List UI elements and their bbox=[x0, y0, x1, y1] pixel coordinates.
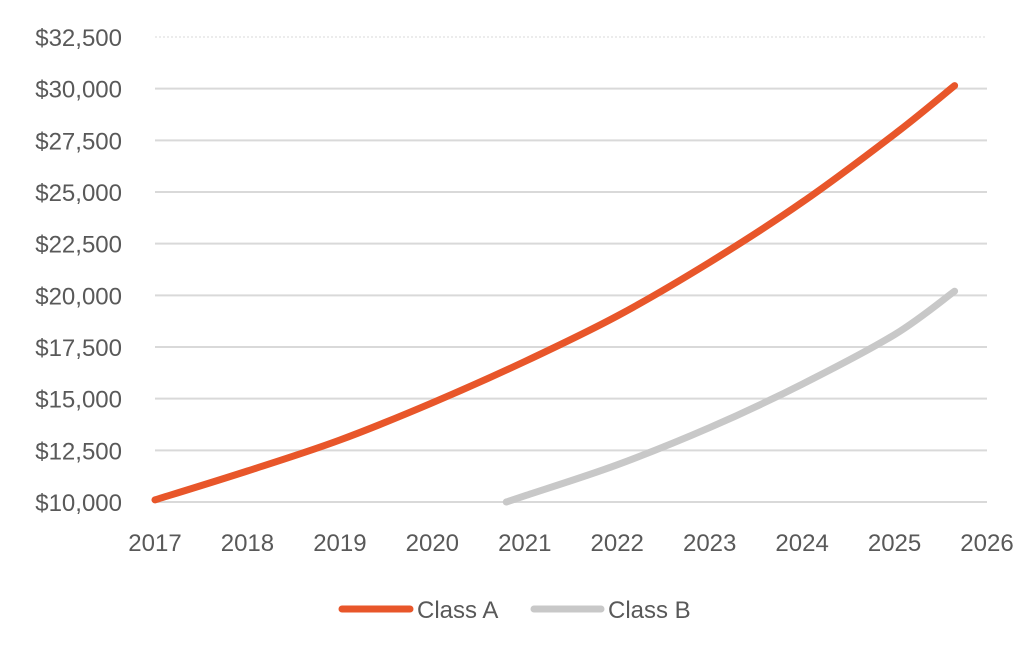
legend-label-class-a: Class A bbox=[417, 597, 498, 624]
y-tick-label-17500: $17,500 bbox=[35, 335, 122, 362]
y-tick-label-10000: $10,000 bbox=[35, 490, 122, 517]
x-tick-label-2022: 2022 bbox=[591, 530, 644, 557]
y-tick-label-30000: $30,000 bbox=[35, 77, 122, 104]
y-axis-tick-labels: $10,000 $12,500 $15,000 $17,500 $20,000 $22,5… bbox=[35, 25, 122, 517]
y-tick-label-25000: $25,000 bbox=[35, 180, 122, 207]
y-tick-label-12500: $12,500 bbox=[35, 438, 122, 465]
y-tick-label-15000: $15,000 bbox=[35, 387, 122, 414]
x-tick-label-2018: 2018 bbox=[221, 530, 274, 557]
legend-label-class-b: Class B bbox=[608, 597, 691, 624]
x-axis-tick-labels: 2017 2018 2019 2020 2021 2022 2023 2024 2025 2026 bbox=[128, 530, 1013, 557]
x-tick-label-2017: 2017 bbox=[128, 530, 181, 557]
series-line-class-b bbox=[502, 287, 959, 506]
legend: Class A Class B bbox=[338, 597, 691, 624]
x-tick-label-2024: 2024 bbox=[775, 530, 828, 557]
x-tick-label-2020: 2020 bbox=[406, 530, 459, 557]
x-tick-label-2026: 2026 bbox=[960, 530, 1013, 557]
y-tick-label-22500: $22,500 bbox=[35, 232, 122, 259]
y-tick-label-32500: $32,500 bbox=[35, 25, 122, 52]
series-line-class-a bbox=[151, 82, 959, 504]
y-tick-label-20000: $20,000 bbox=[35, 283, 122, 310]
y-tick-label-27500: $27,500 bbox=[35, 128, 122, 155]
x-tick-label-2019: 2019 bbox=[313, 530, 366, 557]
series-lines bbox=[151, 82, 959, 506]
x-tick-label-2025: 2025 bbox=[868, 530, 921, 557]
gridlines bbox=[155, 36, 987, 503]
x-tick-label-2021: 2021 bbox=[498, 530, 551, 557]
x-tick-label-2023: 2023 bbox=[683, 530, 736, 557]
